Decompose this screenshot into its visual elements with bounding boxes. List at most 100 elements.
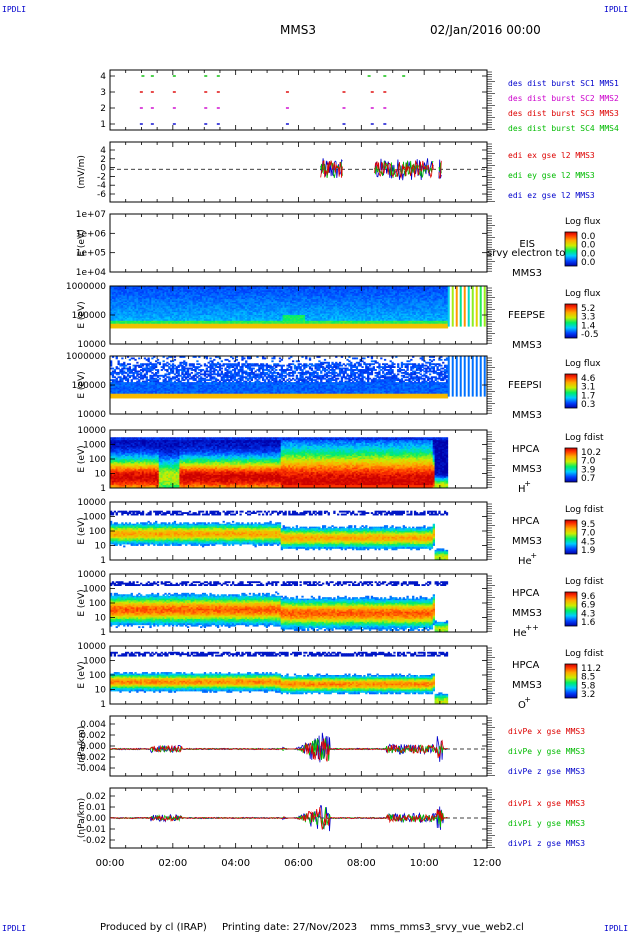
spectrogram-cell [233, 296, 237, 298]
spectrogram-cell [115, 319, 118, 322]
spectrogram-cell [205, 323, 208, 326]
spectrogram-cell [203, 312, 207, 314]
spectrogram-cell [231, 306, 235, 309]
spectrogram-cell [233, 317, 237, 320]
spectrogram-cell [338, 297, 342, 300]
spectrogram-cell [171, 303, 175, 306]
spectrogram-cell [243, 309, 246, 312]
spectrogram-cell [123, 296, 126, 298]
spectrogram-cell [299, 291, 302, 294]
spectrogram-cell [248, 317, 252, 320]
spectrogram-cell [200, 315, 203, 317]
spectrogram-cell [280, 312, 284, 314]
spectrogram-cell [115, 312, 118, 314]
spectrogram-cell [314, 287, 317, 290]
spectrogram-cell [147, 309, 150, 312]
spectrogram-cell [216, 315, 220, 317]
spectrogram-cell [213, 323, 216, 326]
spectrogram-cell [254, 301, 257, 304]
spectrogram-cell [275, 325, 278, 327]
spectrogram-cell [295, 316, 299, 319]
spectrogram-cell [337, 293, 340, 296]
spectrogram-cell [243, 306, 246, 309]
spectrogram-cell [322, 306, 325, 309]
spectrogram-cell [125, 326, 128, 329]
spectrogram-cell [303, 320, 306, 323]
spectrogram-cell [205, 319, 208, 322]
spectrogram-cell [188, 312, 192, 314]
spectrogram-cell [245, 309, 248, 312]
spectrogram-cell [312, 288, 315, 291]
spectrogram-cell [194, 294, 197, 297]
spectrogram-cell [320, 301, 323, 304]
spectrogram-cell [316, 326, 319, 329]
spectrogram-cell [278, 313, 282, 316]
spectrogram-cell [211, 297, 214, 300]
spectrogram-cell [291, 323, 295, 326]
spectrogram-cell [123, 293, 126, 296]
spectrogram-cell [271, 325, 274, 327]
y-axis-label: (mV/m) [77, 155, 87, 189]
spectrogram-cell [335, 309, 338, 312]
spectrogram-cell [230, 300, 233, 303]
spectrogram-cell [299, 317, 302, 320]
spectrogram-cell [246, 313, 250, 316]
spectrogram-cell [308, 317, 312, 320]
spectrogram-cell [209, 296, 212, 298]
spectrogram-cell [177, 313, 180, 316]
spectrogram-cell [245, 294, 248, 297]
spectrogram-cell [320, 320, 323, 323]
spectrogram-cell [327, 319, 330, 322]
spectrogram-cell [318, 326, 321, 329]
spectrogram-cell [273, 320, 276, 323]
spectrogram-cell [110, 303, 113, 306]
spectrogram-cell [113, 291, 117, 294]
spectrogram-cell [333, 299, 336, 301]
spectrogram-cell [265, 297, 269, 300]
spectrogram-cell [164, 325, 167, 327]
spectrogram-cell [149, 297, 152, 300]
spectrogram-cell [265, 310, 269, 313]
spectrogram-cell [205, 322, 208, 325]
spectrogram-cell [196, 303, 199, 306]
spectrogram-cell [111, 303, 115, 306]
spectrogram-cell [128, 323, 132, 326]
spectrogram-cell [222, 317, 225, 320]
spectrogram-cell [271, 299, 274, 301]
spectrogram-cell [254, 293, 257, 296]
spectrogram-cell [156, 309, 160, 312]
spectrogram-cell [185, 319, 188, 322]
spectrogram-cell [203, 293, 207, 296]
spectrogram-cell [307, 316, 310, 319]
spectrogram-cell [201, 315, 205, 317]
spectrogram-cell [305, 322, 308, 325]
spectrogram-cell [138, 312, 141, 314]
spectrogram-cell [344, 306, 347, 309]
spectrogram-cell [329, 316, 332, 319]
spectrogram-cell [198, 286, 201, 288]
spectrogram-cell [213, 312, 216, 314]
spectrogram-cell [233, 294, 237, 297]
spectrogram-cell [338, 303, 342, 306]
spectrogram-cell [183, 293, 186, 296]
spectrogram-cell [316, 316, 319, 319]
spectrogram-cell [291, 320, 295, 323]
spectrogram-cell [151, 323, 154, 326]
spectrogram-cell [263, 320, 267, 323]
spectrogram-cell [269, 325, 272, 327]
spectrogram-cell [224, 287, 227, 290]
spectrogram-cell [239, 291, 242, 294]
spectrogram-cell [196, 299, 199, 301]
spectrogram-cell [121, 312, 124, 314]
spectrogram-cell [170, 306, 173, 309]
spectrogram-cell [291, 313, 295, 316]
spectrogram-cell [230, 303, 233, 306]
spectrogram-cell [269, 291, 272, 294]
spectrogram-cell [297, 316, 300, 319]
spectrogram-cell [307, 303, 310, 306]
spectrogram-cell [201, 296, 205, 298]
spectrogram-cell [194, 326, 197, 329]
spectrogram-cell [111, 322, 115, 325]
spectrogram-cell [267, 310, 270, 313]
spectrogram-cell [194, 312, 197, 314]
